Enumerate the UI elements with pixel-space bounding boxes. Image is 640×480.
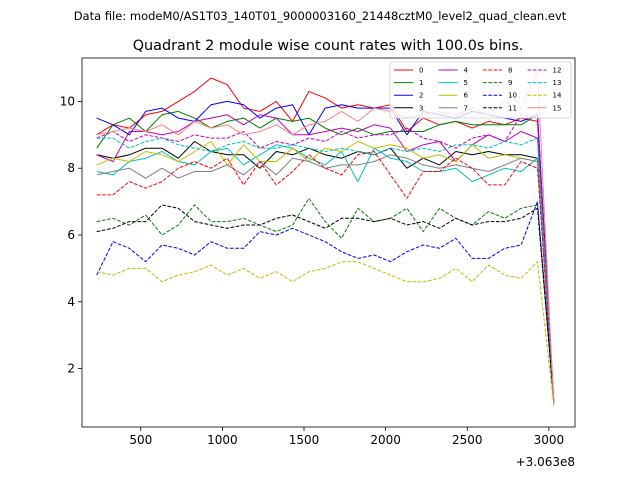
series-line-1: [96, 110, 555, 403]
series-line-8: [96, 151, 555, 403]
chart-title: Quadrant 2 module wise count rates with …: [133, 38, 524, 54]
legend-label-9: 9: [508, 79, 512, 87]
series-line-15: [96, 70, 555, 406]
y-tick-label: 10: [60, 94, 75, 108]
x-offset-label: +3.063e8: [516, 455, 575, 469]
legend-label-1: 1: [419, 79, 423, 87]
series-line-14: [96, 261, 555, 406]
y-tick-label: 6: [67, 228, 75, 242]
legend-label-5: 5: [464, 79, 468, 87]
legend-label-14: 14: [553, 92, 562, 100]
x-tick-label: 3000: [534, 433, 565, 447]
suptitle: Data file: modeM0/AS1T03_140T01_90000031…: [74, 9, 567, 23]
legend-label-2: 2: [419, 92, 423, 100]
x-tick-label: 1000: [207, 433, 238, 447]
legend-label-4: 4: [464, 67, 469, 75]
series-line-3: [96, 141, 555, 403]
x-tick-label: 2000: [370, 433, 401, 447]
legend-label-11: 11: [508, 104, 517, 112]
plot-frame: [81, 57, 576, 428]
y-tick-label: 8: [67, 161, 75, 175]
series-line-6: [96, 141, 555, 403]
legend-label-6: 6: [464, 92, 469, 100]
x-tick-label: 1500: [289, 433, 320, 447]
series-line-11: [96, 204, 555, 403]
legend-label-8: 8: [508, 67, 512, 75]
series-line-5: [96, 144, 555, 403]
legend-label-12: 12: [553, 67, 562, 75]
series-line-13: [96, 137, 555, 403]
series-line-9: [96, 197, 555, 403]
legend-label-13: 13: [553, 79, 562, 87]
legend-label-10: 10: [508, 92, 517, 100]
x-tick-label: 500: [129, 433, 152, 447]
x-tick-label: 2500: [452, 433, 483, 447]
legend-label-7: 7: [464, 104, 468, 112]
series-lines: [96, 70, 555, 406]
series-line-4: [96, 114, 555, 403]
x-axis: 500 1000 1500 2000 2500 3000: [129, 427, 564, 447]
y-tick-label: 4: [67, 295, 75, 309]
y-tick-label: 2: [67, 362, 75, 376]
legend-label-0: 0: [419, 67, 423, 75]
series-line-12: [96, 114, 555, 403]
legend-label-3: 3: [419, 104, 423, 112]
series-line-7: [96, 154, 555, 403]
series-line-0: [96, 77, 555, 403]
y-axis: 2 4 6 8 10: [60, 94, 82, 376]
series-line-10: [96, 201, 555, 403]
legend-box: [389, 61, 572, 119]
series-line-2: [96, 100, 555, 403]
legend-label-15: 15: [553, 104, 562, 112]
